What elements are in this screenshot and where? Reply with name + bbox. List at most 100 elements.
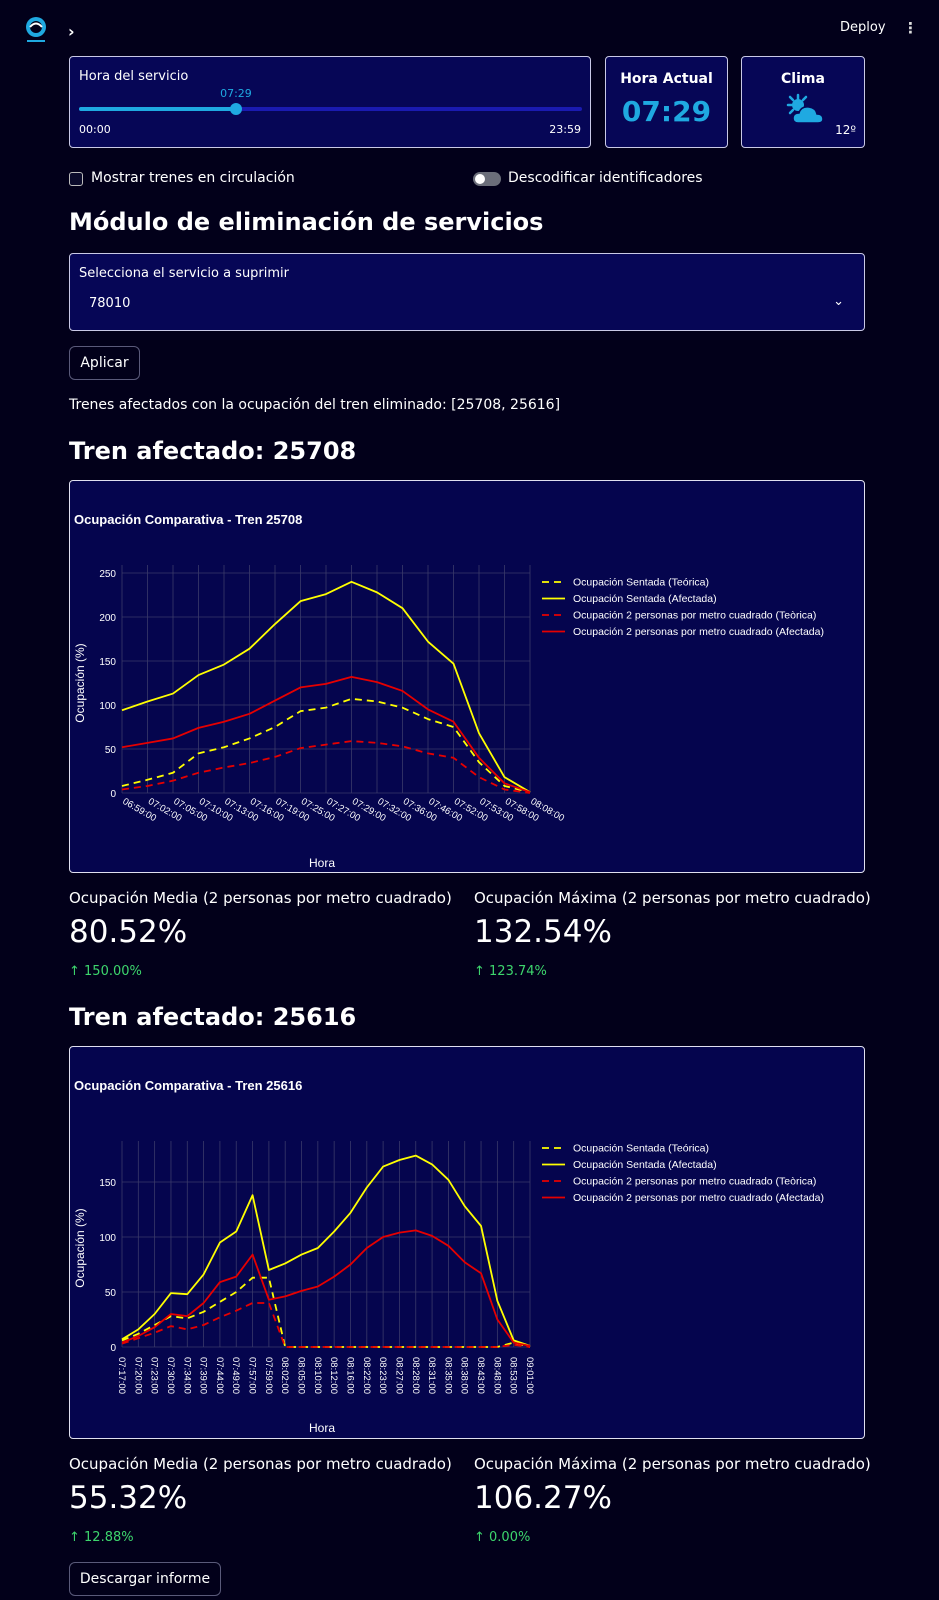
arrow-up-icon: ↑ (474, 1530, 490, 1545)
series-line (121, 675, 531, 793)
x-tick-label: 08:53:00 (508, 1357, 519, 1394)
x-axis-label: Hora (309, 1421, 335, 1435)
metric-max-label: Ocupación Máxima (2 personas por metro c… (474, 889, 871, 907)
series-line (121, 1276, 531, 1348)
x-tick-label: 08:02:00 (279, 1357, 290, 1394)
x-tick-label: 07:39:00 (198, 1357, 209, 1394)
slider-thumb[interactable] (229, 103, 242, 115)
chart-title: Ocupación Comparativa - Tren 25708 (74, 512, 302, 527)
y-tick-label: 100 (99, 1233, 116, 1244)
x-tick-label: 07:57:00 (247, 1357, 258, 1394)
metric-max-delta: ↑ 0.00% (474, 1530, 530, 1545)
metric-media-delta-value: 12.88% (84, 1530, 134, 1545)
select-label: Selecciona el servicio a suprimir (79, 266, 290, 281)
metric-max-label: Ocupación Máxima (2 personas por metro c… (474, 1455, 871, 1473)
slider-max-label: 23:59 (549, 123, 581, 136)
chevron-down-icon[interactable]: ⌄ (833, 294, 844, 309)
metric-media-delta: ↑ 12.88% (69, 1530, 134, 1545)
download-report-button[interactable]: Descargar informe (69, 1562, 221, 1596)
x-tick-label: 08:48:00 (491, 1357, 502, 1394)
arrow-up-icon: ↑ (69, 964, 85, 979)
slider-min-label: 00:00 (79, 123, 111, 136)
metric-max-delta-value: 0.00% (489, 1530, 531, 1545)
series-line (121, 580, 531, 793)
x-tick-label: 07:23:00 (149, 1357, 160, 1394)
x-tick-label: 07:34:00 (181, 1357, 192, 1394)
weather-title: Clima (781, 71, 825, 87)
show-trains-label: Mostrar trenes en circulación (91, 170, 295, 186)
x-tick-label: 07:49:00 (230, 1357, 241, 1394)
y-tick-label: 200 (99, 613, 116, 624)
chart-title: Ocupación Comparativa - Tren 25616 (74, 1078, 302, 1093)
current-time-title: Hora Actual (620, 71, 713, 87)
app-logo (26, 17, 46, 42)
y-axis-label: Ocupación (%) (73, 643, 87, 722)
select-value[interactable]: 78010 (89, 296, 131, 311)
metric-max-delta: ↑ 123.74% (474, 964, 547, 979)
metric-max-value: 132.54% (474, 914, 612, 950)
chevron-right-icon[interactable]: › (68, 22, 75, 41)
chart-card: Ocupación Comparativa - Tren 25708 0 50 100… (69, 480, 865, 873)
x-tick-label: 08:35:00 (442, 1357, 453, 1394)
x-tick-label: 07:20:00 (132, 1357, 143, 1394)
x-tick-label: 08:10:00 (312, 1357, 323, 1394)
metric-media-delta: ↑ 150.00% (69, 964, 142, 979)
x-tick-label: 07:30:00 (165, 1357, 176, 1394)
x-tick-label: 08:05:00 (296, 1357, 307, 1394)
legend-label: Ocupación 2 personas por metro cuadrado … (573, 610, 816, 622)
y-tick-label: 250 (99, 569, 116, 580)
train-title: Tren afectado: 25616 (69, 1003, 357, 1031)
series-line (121, 1229, 531, 1347)
weather-card: Clima 12º (741, 56, 865, 148)
current-time-card: Hora Actual 07:29 (605, 56, 728, 148)
legend-label: Ocupación 2 personas por metro cuadrado … (573, 1192, 824, 1204)
affected-trains-text: Trenes afectados con la ocupación del tr… (69, 397, 561, 413)
apply-button[interactable]: Aplicar (69, 346, 140, 380)
metric-media-value: 55.32% (69, 1480, 188, 1516)
slider-fill (79, 107, 236, 111)
toggle-knob (475, 174, 485, 184)
occupancy-chart: Ocupación Comparativa - Tren 25708 0 50 100… (73, 512, 824, 870)
service-time-slider-card: Hora del servicio 07:29 00:00 23:59 (69, 56, 591, 148)
legend-label: Ocupación Sentada (Afectada) (573, 593, 717, 605)
current-time-value: 07:29 (621, 95, 712, 128)
metric-media-label: Ocupación Media (2 personas por metro cu… (69, 889, 452, 907)
x-tick-label: 08:31:00 (426, 1357, 437, 1394)
slider-track[interactable] (79, 103, 582, 115)
module-title: Módulo de eliminación de servicios (69, 208, 544, 236)
partly-cloudy-icon (786, 93, 824, 124)
show-trains-checkbox[interactable] (69, 172, 83, 186)
legend-label: Ocupación Sentada (Teórica) (573, 577, 709, 589)
metric-max-delta-value: 123.74% (489, 964, 547, 979)
metric-media-value: 80.52% (69, 914, 188, 950)
y-tick-label: 100 (99, 701, 116, 712)
slider-value: 07:29 (220, 87, 252, 100)
legend-label: Ocupación 2 personas por metro cuadrado … (573, 1176, 816, 1188)
series-line (121, 1302, 531, 1348)
x-tick-label: 07:59:00 (263, 1357, 274, 1394)
deploy-button[interactable]: Deploy (840, 20, 886, 35)
arrow-up-icon: ↑ (474, 964, 490, 979)
x-tick-label: 08:27:00 (393, 1357, 404, 1394)
x-axis-label: Hora (309, 856, 335, 870)
kebab-menu-icon[interactable]: ⋮ (903, 19, 918, 37)
slider-title: Hora del servicio (79, 69, 189, 84)
x-tick-label: 08:22:00 (361, 1357, 372, 1394)
weather-temp: 12º (835, 123, 856, 137)
series-line (121, 1154, 531, 1347)
legend-label: Ocupación Sentada (Afectada) (573, 1159, 717, 1171)
y-tick-label: 50 (105, 1288, 117, 1299)
y-tick-label: 50 (105, 745, 117, 756)
y-axis-label: Ocupación (%) (73, 1208, 87, 1287)
service-select[interactable]: Selecciona el servicio a suprimir 78010 … (69, 253, 865, 331)
metric-media-label: Ocupación Media (2 personas por metro cu… (69, 1455, 452, 1473)
x-tick-label: 08:38:00 (459, 1357, 470, 1394)
occupancy-chart: Ocupación Comparativa - Tren 25616 0 50 100… (73, 1078, 824, 1435)
decode-ids-toggle[interactable] (473, 172, 501, 186)
x-tick-label: 08:23:00 (377, 1357, 388, 1394)
y-tick-label: 150 (99, 657, 116, 668)
x-tick-label: 07:17:00 (116, 1357, 127, 1394)
arrow-up-icon: ↑ (69, 1530, 85, 1545)
y-tick-label: 0 (110, 789, 116, 800)
series-line (121, 697, 531, 793)
